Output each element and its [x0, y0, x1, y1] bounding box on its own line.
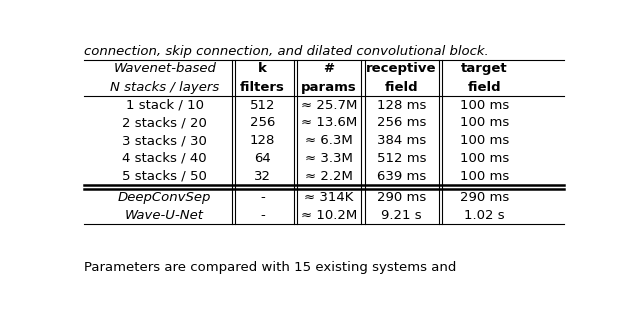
- Text: field: field: [468, 81, 501, 94]
- Text: ≈ 314K: ≈ 314K: [304, 191, 353, 204]
- Text: Wave-U-Net: Wave-U-Net: [125, 209, 204, 222]
- Text: 128 ms: 128 ms: [377, 99, 426, 112]
- Text: ≈ 3.3M: ≈ 3.3M: [305, 152, 353, 165]
- Text: -: -: [260, 209, 265, 222]
- Text: target: target: [461, 63, 508, 76]
- Text: field: field: [384, 81, 418, 94]
- Text: Wavenet-based: Wavenet-based: [113, 63, 216, 76]
- Text: 290 ms: 290 ms: [377, 191, 426, 204]
- Text: receptive: receptive: [366, 63, 437, 76]
- Text: #: #: [324, 63, 334, 76]
- Text: ≈ 6.3M: ≈ 6.3M: [305, 134, 353, 147]
- Text: -: -: [260, 191, 265, 204]
- Text: 639 ms: 639 ms: [377, 170, 426, 183]
- Text: 256: 256: [250, 117, 276, 130]
- Text: 512: 512: [250, 99, 276, 112]
- Text: filters: filters: [240, 81, 285, 94]
- Text: ≈ 25.7M: ≈ 25.7M: [301, 99, 357, 112]
- Text: 384 ms: 384 ms: [377, 134, 426, 147]
- Text: 100 ms: 100 ms: [460, 170, 509, 183]
- Text: 5 stacks / 50: 5 stacks / 50: [122, 170, 207, 183]
- Text: 1.02 s: 1.02 s: [465, 209, 505, 222]
- Text: params: params: [301, 81, 356, 94]
- Text: 9.21 s: 9.21 s: [381, 209, 422, 222]
- Text: ≈ 2.2M: ≈ 2.2M: [305, 170, 353, 183]
- Text: ≈ 10.2M: ≈ 10.2M: [301, 209, 357, 222]
- Text: 4 stacks / 40: 4 stacks / 40: [123, 152, 207, 165]
- Text: 100 ms: 100 ms: [460, 99, 509, 112]
- Text: 100 ms: 100 ms: [460, 117, 509, 130]
- Text: N stacks / layers: N stacks / layers: [110, 81, 219, 94]
- Text: 32: 32: [254, 170, 271, 183]
- Text: 256 ms: 256 ms: [377, 117, 426, 130]
- Text: 100 ms: 100 ms: [460, 134, 509, 147]
- Text: 2 stacks / 20: 2 stacks / 20: [122, 117, 207, 130]
- Text: 64: 64: [254, 152, 271, 165]
- Text: DeepConvSep: DeepConvSep: [118, 191, 211, 204]
- Text: 290 ms: 290 ms: [460, 191, 509, 204]
- Text: 1 stack / 10: 1 stack / 10: [126, 99, 204, 112]
- Text: 128: 128: [250, 134, 276, 147]
- Text: connection, skip connection, and dilated convolutional block.: connection, skip connection, and dilated…: [84, 45, 489, 58]
- Text: 3 stacks / 30: 3 stacks / 30: [122, 134, 207, 147]
- Text: Parameters are compared with 15 existing systems and: Parameters are compared with 15 existing…: [84, 261, 456, 274]
- Text: 512 ms: 512 ms: [377, 152, 426, 165]
- Text: 100 ms: 100 ms: [460, 152, 509, 165]
- Text: ≈ 13.6M: ≈ 13.6M: [301, 117, 357, 130]
- Text: k: k: [258, 63, 267, 76]
